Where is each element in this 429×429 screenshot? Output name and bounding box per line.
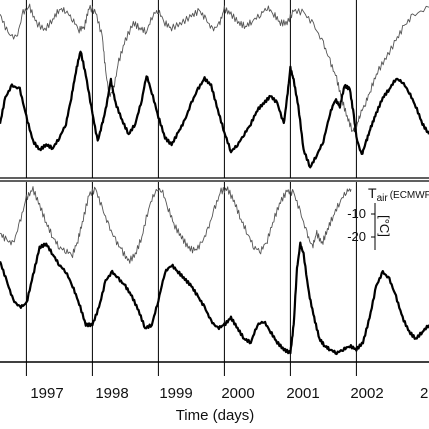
lower-panel-series (0, 186, 429, 356)
x-tick-label: 1999 (159, 385, 192, 402)
upper-panel-year-gridlines (25, 0, 357, 178)
panel-frames (0, 177, 429, 363)
upper-panel-series (0, 3, 429, 169)
lower-panel (0, 182, 429, 362)
x-tick-label: 2002 (350, 385, 383, 402)
x-tick-label: 2001 (286, 385, 319, 402)
series-line-thin (0, 3, 429, 132)
x-axis-title: Time (days) (176, 407, 255, 424)
annotation-background (366, 184, 429, 254)
series-line-thick (0, 50, 429, 169)
series-line-thick (0, 241, 429, 356)
annotation-source: (ECMWF (390, 190, 429, 201)
series-line-thin (0, 186, 352, 264)
x-tick-label: 20 (420, 385, 429, 402)
annotation-tick-label: -20 (347, 229, 366, 244)
upper-panel (0, 0, 429, 178)
annotation-unit: [°C] (377, 215, 392, 237)
lower-panel-year-gridlines (25, 182, 357, 362)
annotation-symbol: T (368, 185, 377, 201)
x-tick-label: 2000 (221, 385, 254, 402)
x-tick-label: 1997 (30, 385, 63, 402)
x-tick-label: 1998 (95, 385, 128, 402)
annotation-tick-label: -10 (347, 206, 366, 221)
x-tick-marks (25, 362, 357, 376)
temperature-annotation: Tair (ECMWF -10 -20 [°C] (347, 184, 429, 254)
x-tick-labels: 1997 1998 1999 2000 2001 2002 20 (30, 385, 429, 402)
annotation-label: Tair (ECMWF (368, 185, 429, 204)
annotation-subscript: air (377, 193, 389, 204)
